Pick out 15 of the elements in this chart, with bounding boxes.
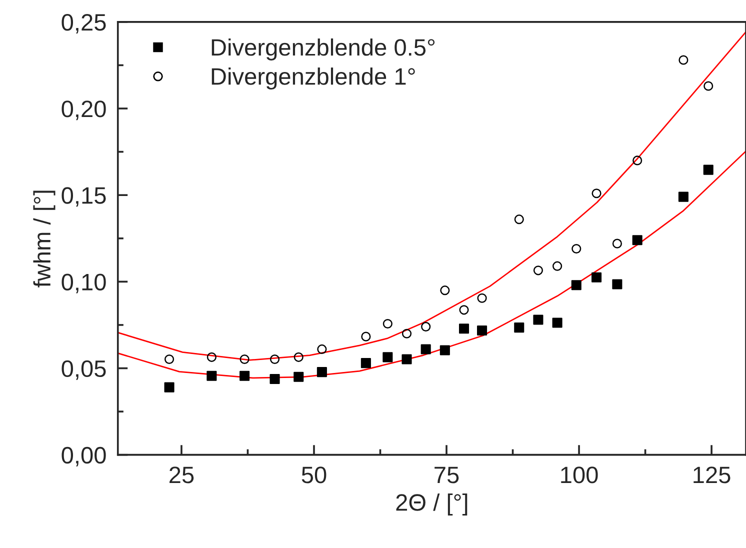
legend-label: Divergenzblende 1°: [212, 68, 415, 90]
x-tick-label: 25: [170, 466, 194, 484]
y-axis-title: fwhm / [°]: [33, 190, 56, 288]
x-tick-label: 75: [434, 466, 459, 484]
x-tick-label: 125: [694, 466, 730, 484]
x-tick-label: 50: [302, 466, 326, 484]
y-tick-label: 0,15: [62, 187, 106, 207]
legend-label: Divergenzblende 0.5°: [212, 38, 435, 60]
y-tick-label: 0,25: [62, 14, 106, 34]
y-tick-label: 0,10: [62, 274, 106, 294]
y-tick-label: 0,00: [62, 446, 106, 466]
x-tick-label: 100: [561, 466, 598, 484]
x-axis-title: 2Θ / [°]: [396, 494, 468, 516]
y-tick-label: 0,05: [62, 360, 106, 380]
y-tick-label: 0,20: [62, 100, 106, 120]
